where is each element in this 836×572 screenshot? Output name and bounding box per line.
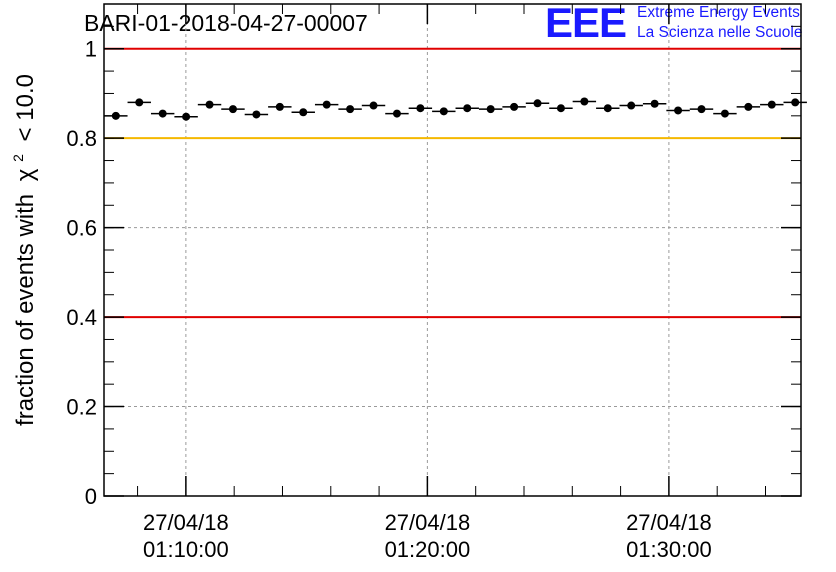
data-point [252, 110, 261, 119]
data-point [533, 99, 542, 108]
y-tick-label: 0.4 [66, 305, 97, 330]
x-tick-label-date: 27/04/18 [143, 510, 229, 535]
y-tick-label: 0.8 [66, 126, 97, 151]
data-point [767, 100, 776, 109]
data-point [135, 98, 144, 107]
plot-title: BARI-01-2018-04-27-00007 [84, 10, 368, 36]
data-point [228, 105, 237, 114]
data-point [744, 102, 753, 111]
y-axis-title-sup: 2 [10, 154, 26, 162]
data-point [697, 105, 706, 114]
logo-text-line-2: La Scienza nelle Scuole [637, 24, 803, 41]
data-point [674, 106, 683, 115]
data-point [603, 104, 612, 113]
plot-frame [103, 3, 802, 497]
data-point [111, 111, 120, 120]
data-point [322, 100, 331, 109]
y-tick-label: 0.6 [66, 216, 97, 241]
grid-layer [104, 4, 801, 497]
x-tick-label-time: 01:30:00 [626, 537, 712, 562]
data-point [650, 99, 659, 108]
data-point [299, 108, 308, 117]
data-point [158, 109, 167, 118]
x-tick-label-date: 27/04/18 [385, 510, 471, 535]
x-tick-label-date: 27/04/18 [626, 510, 712, 535]
data-point [463, 104, 472, 113]
y-tick-label: 0 [85, 484, 97, 509]
data-series [104, 97, 807, 121]
data-point [486, 105, 495, 114]
data-point [205, 100, 214, 109]
data-point [275, 102, 284, 111]
x-tick-label-time: 01:20:00 [385, 537, 471, 562]
data-point [720, 109, 729, 118]
y-axis-title-tail: < 10.0 [12, 74, 39, 141]
reference-lines [104, 47, 801, 319]
y-axis-title-symbol: χ [12, 168, 39, 181]
data-point [392, 109, 401, 118]
data-point [510, 102, 519, 111]
logo-letters: EEE [545, 0, 627, 46]
data-point [439, 107, 448, 116]
axes: 00.20.40.60.8127/04/1801:10:0027/04/1801… [66, 3, 801, 562]
data-point [627, 101, 636, 110]
y-axis-title-main: fraction of events with [12, 194, 39, 426]
data-point [556, 104, 565, 113]
data-point [416, 104, 425, 113]
y-tick-label: 1 [85, 37, 97, 62]
data-point [182, 112, 191, 121]
data-point [791, 98, 800, 107]
logo-text-line-1: Extreme Energy Events [637, 4, 800, 21]
data-point [369, 101, 378, 110]
data-point [346, 105, 355, 114]
x-tick-label-time: 01:10:00 [143, 537, 229, 562]
y-axis-title: fraction of events with χ 2 < 10.0 [2, 74, 39, 426]
y-tick-label: 0.2 [66, 395, 97, 420]
data-point [580, 97, 589, 106]
eee-logo: EEE Extreme Energy Events La Scienza nel… [545, 0, 830, 46]
